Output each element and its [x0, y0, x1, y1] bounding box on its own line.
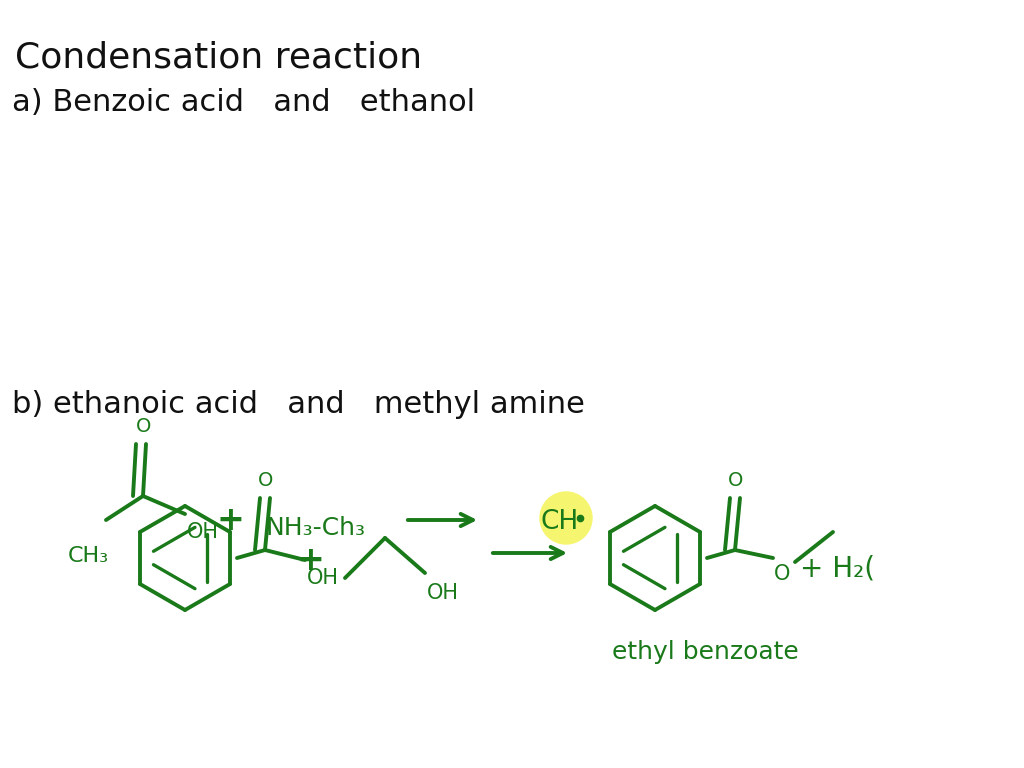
Text: CH: CH: [540, 509, 579, 535]
Text: +: +: [216, 504, 244, 537]
Text: CH₃: CH₃: [68, 546, 110, 566]
Text: O: O: [728, 471, 743, 490]
Text: b) ethanoic acid   and   methyl amine: b) ethanoic acid and methyl amine: [12, 390, 585, 419]
Text: O: O: [258, 471, 273, 490]
Text: +: +: [296, 544, 324, 577]
Text: Condensation reaction: Condensation reaction: [15, 40, 422, 74]
Text: ethyl benzoate: ethyl benzoate: [612, 640, 799, 664]
Text: O: O: [136, 417, 152, 436]
Text: OH: OH: [427, 583, 459, 603]
Circle shape: [540, 492, 592, 544]
Text: O: O: [774, 564, 791, 584]
Text: NH₃-Ch₃: NH₃-Ch₃: [265, 516, 365, 540]
Text: + H₂(: + H₂(: [800, 554, 874, 582]
Text: OH: OH: [187, 522, 219, 542]
Text: a) Benzoic acid   and   ethanol: a) Benzoic acid and ethanol: [12, 88, 475, 117]
Text: OH: OH: [307, 568, 339, 588]
